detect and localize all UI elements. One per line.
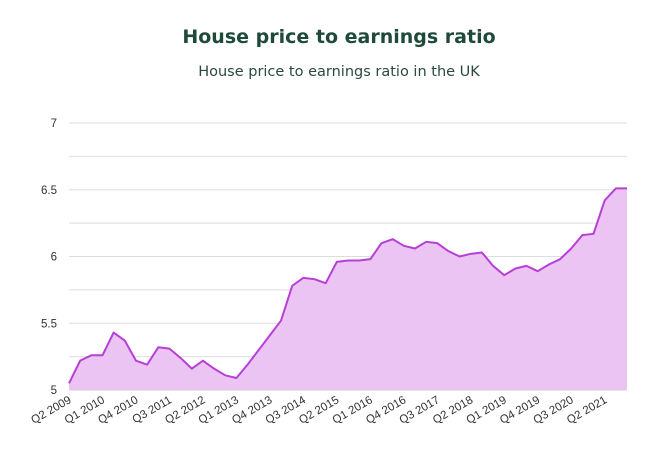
y-tick-label: 6.5	[41, 185, 57, 197]
y-tick-label: 5.5	[41, 318, 57, 330]
series-line	[68, 187, 627, 384]
y-tick-label: 6	[51, 252, 57, 264]
chart-title: House price to earnings ratio	[182, 26, 496, 48]
area-fill	[69, 188, 627, 390]
chart-subtitle: House price to earnings ratio in the UK	[198, 64, 480, 80]
y-tick-label: 7	[51, 118, 57, 130]
y-tick-label: 5	[51, 385, 57, 397]
